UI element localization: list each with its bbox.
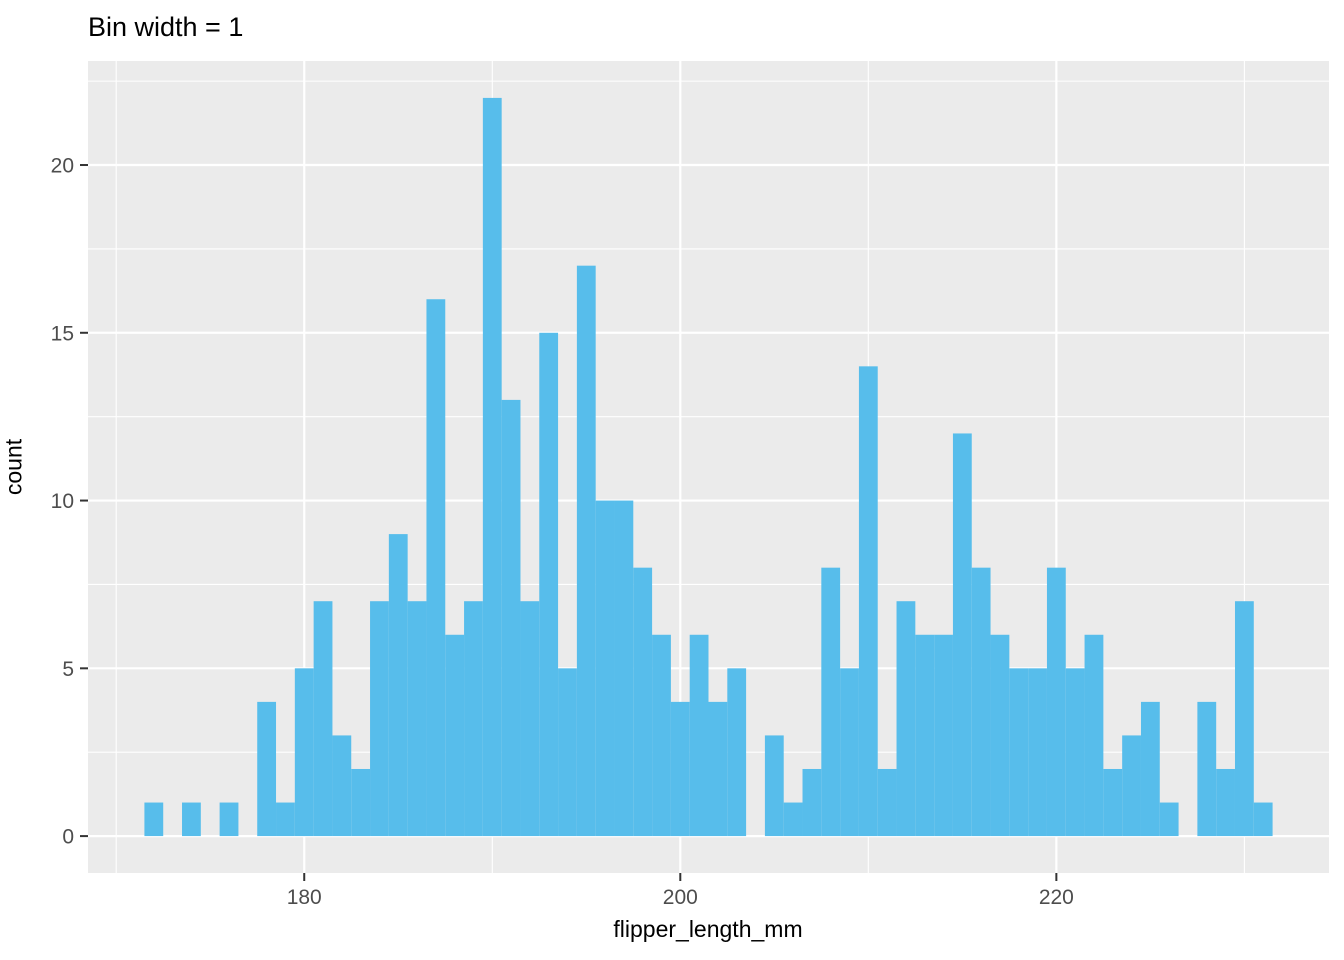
histogram-bar xyxy=(370,601,389,837)
histogram-bar xyxy=(1046,567,1066,837)
histogram-bar xyxy=(840,668,859,837)
histogram-bar xyxy=(1065,668,1085,837)
x-axis-title: flipper_length_mm xyxy=(613,916,803,942)
histogram-bar xyxy=(482,97,502,837)
y-tick-label: 5 xyxy=(62,658,74,681)
histogram-bar xyxy=(1140,701,1160,837)
histogram-bar xyxy=(426,299,446,837)
histogram-bar xyxy=(294,668,314,837)
histogram-bar xyxy=(633,567,653,837)
histogram-bar xyxy=(539,332,559,837)
histogram-bar xyxy=(313,601,333,837)
plot-title: Bin width = 1 xyxy=(88,12,244,42)
histogram-bar xyxy=(1103,768,1123,837)
y-tick-label: 20 xyxy=(51,155,74,178)
histogram-bar xyxy=(1159,802,1179,837)
histogram-bar xyxy=(764,735,784,837)
histogram-bar xyxy=(351,768,371,837)
histogram-bar xyxy=(257,701,277,837)
histogram-bar xyxy=(388,534,408,837)
histogram-bar xyxy=(464,601,483,837)
histogram-bar xyxy=(952,433,972,837)
x-tick-label: 180 xyxy=(287,886,322,909)
histogram-bar xyxy=(595,500,615,837)
histogram-bar xyxy=(990,634,1010,837)
histogram-bar xyxy=(558,668,577,837)
histogram-bar xyxy=(858,366,878,837)
y-tick-label: 0 xyxy=(62,826,74,849)
histogram-bar xyxy=(276,802,295,837)
histogram-bar xyxy=(1234,601,1254,837)
histogram-bar xyxy=(915,634,935,837)
histogram-bar xyxy=(802,768,822,837)
y-axis-title: count xyxy=(0,438,27,496)
histogram-bar xyxy=(520,601,540,837)
histogram-bar xyxy=(971,567,991,837)
histogram-bar xyxy=(896,601,916,837)
histogram-bar xyxy=(1216,768,1235,837)
histogram-bar xyxy=(614,500,634,837)
histogram-bar xyxy=(1122,735,1141,837)
y-tick-label: 15 xyxy=(51,322,74,345)
y-tick-label: 10 xyxy=(51,490,74,513)
histogram-bar xyxy=(1253,802,1273,837)
histogram-bar xyxy=(182,802,201,837)
x-tick-label: 220 xyxy=(1039,886,1074,909)
histogram-bar xyxy=(219,802,239,837)
histogram-bar xyxy=(501,399,521,837)
histogram-bar xyxy=(877,768,897,837)
histogram-bar xyxy=(1009,668,1029,837)
histogram-bar xyxy=(708,701,728,837)
histogram-bar xyxy=(821,567,841,837)
histogram-bar xyxy=(934,634,953,837)
histogram-bar xyxy=(1084,634,1104,837)
histogram-bar xyxy=(670,701,690,837)
histogram-bar xyxy=(445,634,465,837)
histogram-bar xyxy=(407,601,427,837)
x-tick-label: 200 xyxy=(663,886,698,909)
histogram-bar xyxy=(1028,668,1047,837)
histogram-bar xyxy=(332,735,352,837)
histogram-bar xyxy=(1197,701,1217,837)
histogram-bar xyxy=(783,802,803,837)
histogram-bar xyxy=(576,265,596,837)
histogram-bar xyxy=(652,634,671,837)
histogram-bar xyxy=(689,634,709,837)
histogram-bar xyxy=(144,802,164,837)
histogram-bar xyxy=(727,668,747,837)
